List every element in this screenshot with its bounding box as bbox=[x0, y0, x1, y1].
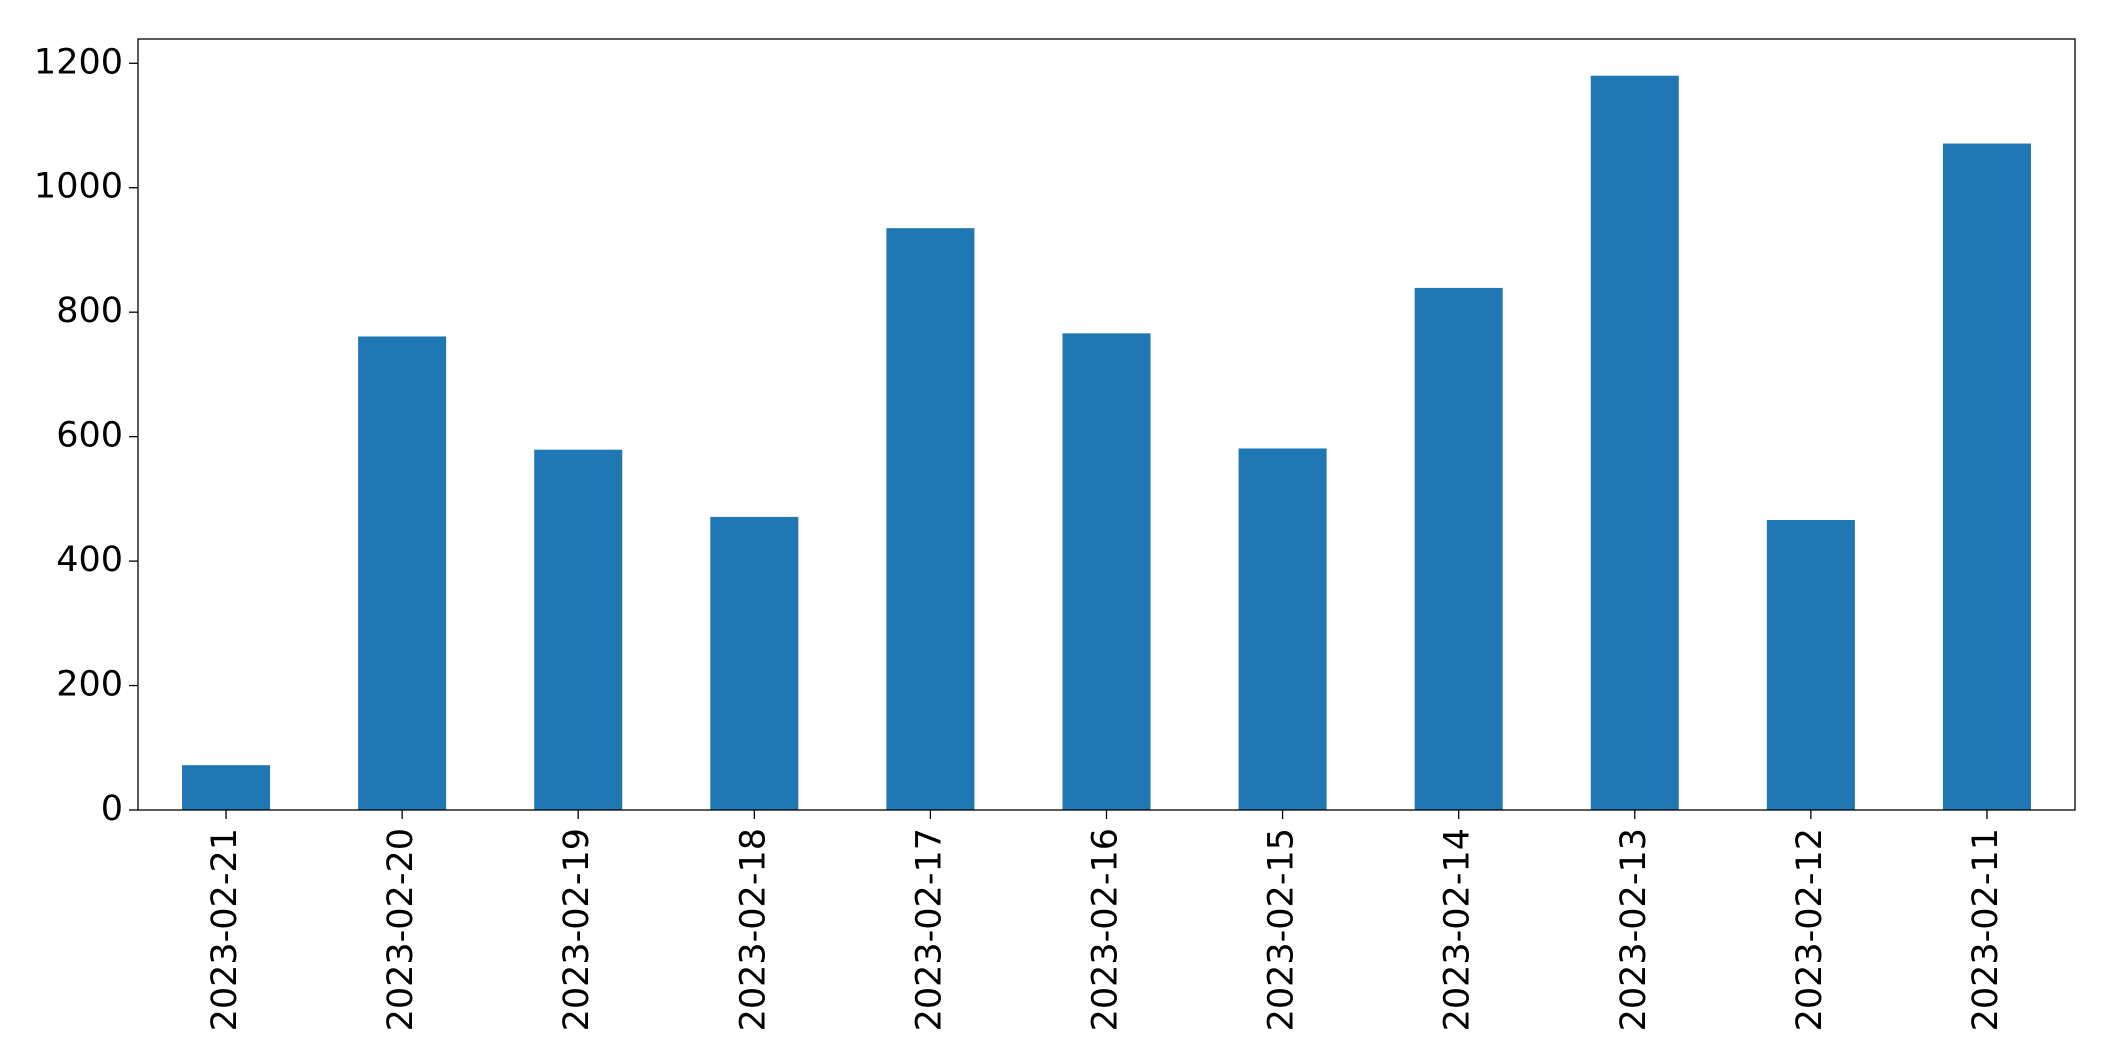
y-tick-label: 0 bbox=[101, 789, 123, 829]
bar bbox=[358, 336, 447, 810]
bar bbox=[534, 449, 623, 810]
bar bbox=[886, 228, 975, 811]
bar bbox=[710, 516, 799, 810]
bar bbox=[1062, 333, 1151, 810]
bar bbox=[182, 765, 271, 810]
y-tick-label: 1200 bbox=[34, 42, 123, 82]
x-tick-label: 2023-02-17 bbox=[909, 828, 949, 1031]
bar bbox=[1766, 520, 1855, 810]
y-tick-label: 400 bbox=[56, 540, 123, 580]
x-tick-label: 2023-02-12 bbox=[1790, 828, 1830, 1031]
bar bbox=[1414, 287, 1503, 810]
y-tick-label: 800 bbox=[56, 291, 123, 331]
x-tick-label: 2023-02-14 bbox=[1438, 828, 1478, 1031]
plot-frame bbox=[137, 38, 2076, 811]
bar bbox=[1590, 75, 1679, 810]
x-tick-label: 2023-02-16 bbox=[1086, 828, 1126, 1031]
y-tick-label: 600 bbox=[56, 416, 123, 456]
x-tick-label: 2023-02-11 bbox=[1966, 828, 2006, 1031]
x-tick-label: 2023-02-15 bbox=[1262, 828, 1302, 1031]
x-tick-label: 2023-02-18 bbox=[733, 828, 773, 1031]
x-tick-label: 2023-02-19 bbox=[557, 828, 597, 1031]
y-tick-label: 1000 bbox=[34, 167, 123, 207]
x-tick-label: 2023-02-13 bbox=[1614, 828, 1654, 1031]
bar bbox=[1942, 143, 2031, 811]
y-tick-label: 200 bbox=[56, 665, 123, 705]
x-tick-label: 2023-02-21 bbox=[205, 828, 245, 1031]
x-tick-label: 2023-02-20 bbox=[381, 828, 421, 1031]
bar bbox=[1238, 448, 1327, 810]
